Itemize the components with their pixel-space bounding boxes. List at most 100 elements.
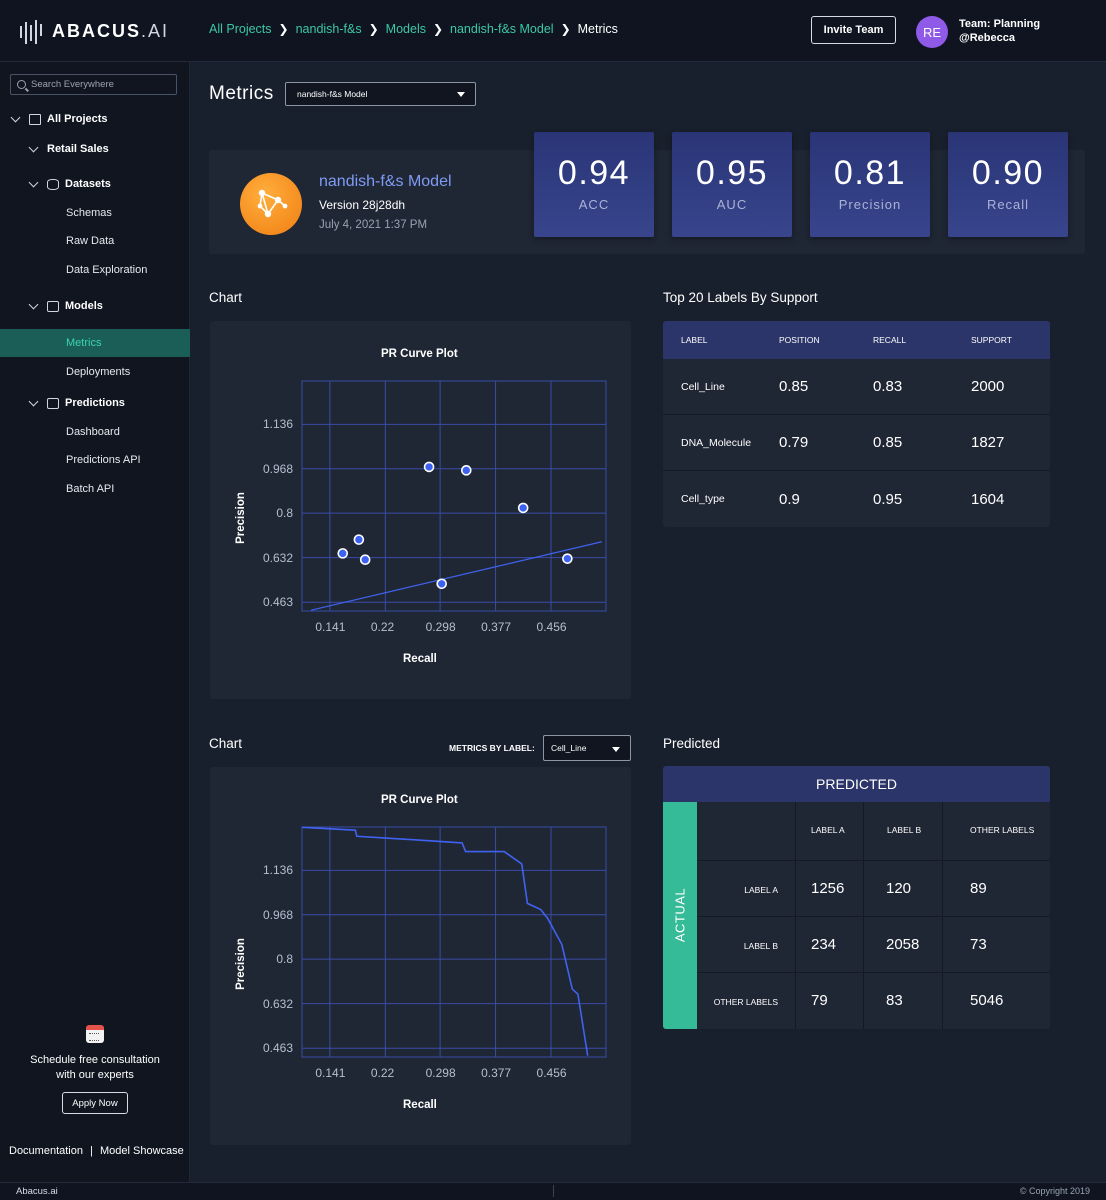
table-cell: 0.83: [873, 378, 903, 395]
sidebar-project[interactable]: Retail Sales: [28, 142, 109, 155]
metric-value: 0.95: [695, 154, 769, 192]
confusion-row-header: LABEL A: [744, 885, 778, 895]
breadcrumb-project[interactable]: nandish-f&s: [295, 22, 362, 36]
team-name: Planning: [993, 18, 1041, 30]
chart-2-title: PR Curve Plot: [381, 794, 458, 806]
metric-tile-recall: 0.90 Recall: [948, 132, 1068, 237]
confusion-grid: LABEL A LABEL B OTHER LABELS LABEL A LAB…: [697, 802, 1050, 1029]
column-header[interactable]: LABEL: [681, 335, 708, 345]
metric-value: 0.90: [971, 154, 1045, 192]
sidebar-item-schemas[interactable]: Schemas: [66, 207, 112, 219]
confusion-cell: 2058: [886, 936, 920, 953]
chart-1-xlabel: Recall: [403, 653, 437, 665]
metric-tile-precision: 0.81 Precision: [810, 132, 930, 237]
documentation-link[interactable]: Documentation: [9, 1145, 83, 1157]
x-tick-label: 0.377: [481, 1066, 512, 1080]
table-row[interactable]: Cell_type 0.9 0.95 1604: [663, 471, 1050, 527]
x-tick-label: 0.456: [536, 620, 567, 634]
confusion-cell: 5046: [970, 992, 1004, 1009]
chevron-down-icon: [28, 299, 39, 309]
sidebar-item-predictions-api[interactable]: Predictions API: [66, 454, 141, 466]
chart-2-section-title: Chart: [209, 736, 243, 751]
model-version: Version 28j28dh: [319, 198, 406, 212]
sidebar-datasets[interactable]: Datasets: [28, 177, 111, 190]
sidebar-project-label: Retail Sales: [47, 143, 109, 155]
search-box[interactable]: [10, 74, 177, 95]
table-row[interactable]: DNA_Molecule 0.79 0.85 1827: [663, 415, 1050, 471]
table-cell: 2000: [971, 378, 1005, 395]
breadcrumb-models[interactable]: Models: [385, 22, 426, 36]
table-header: LABEL POSITION RECALL SUPPORT: [663, 321, 1050, 359]
search-input[interactable]: [31, 79, 171, 90]
x-tick-label: 0.298: [425, 620, 456, 634]
grid-divider: [697, 916, 1050, 917]
x-tick-label: 0.141: [315, 1066, 346, 1080]
y-tick-label: 0.632: [262, 996, 293, 1011]
chevron-right-icon: ❯: [278, 22, 289, 36]
doc-links: Documentation | Model Showcase: [9, 1145, 184, 1157]
sidebar-item-data-exploration[interactable]: Data Exploration: [66, 264, 148, 276]
metric-tile-acc: 0.94 ACC: [534, 132, 654, 237]
confusion-cell: 120: [886, 880, 912, 897]
model-select[interactable]: nandish-f&s Model: [285, 82, 476, 106]
model-showcase-link[interactable]: Model Showcase: [99, 1145, 184, 1157]
model-name[interactable]: nandish-f&s Model: [319, 173, 452, 190]
y-tick-label: 0.632: [262, 550, 293, 565]
caret-down-icon: [457, 92, 465, 97]
folder-icon: [29, 113, 41, 125]
y-tick-label: 0.463: [262, 1041, 293, 1056]
confusion-predicted-header: PREDICTED: [663, 766, 1050, 802]
chevron-right-icon: ❯: [560, 22, 571, 36]
grid-divider: [942, 802, 943, 1029]
y-tick-label: 0.968: [262, 461, 293, 476]
model-date: July 4, 2021 1:37 PM: [319, 219, 428, 231]
sidebar-item-metrics[interactable]: Metrics: [66, 337, 102, 349]
chevron-down-icon: [28, 396, 39, 406]
page-title: Metrics: [209, 83, 274, 104]
confusion-col-header: LABEL A: [811, 825, 845, 835]
team-info[interactable]: Team: Planning @Rebecca: [959, 17, 1040, 45]
table-cell: 1827: [971, 434, 1005, 451]
confusion-actual-bar: ACTUAL: [663, 802, 697, 1029]
metric-name: AUC: [716, 197, 748, 212]
chevron-right-icon: ❯: [432, 22, 444, 36]
grid-divider: [697, 972, 1050, 973]
footer-copyright: © Copyright 2019: [1019, 1186, 1090, 1196]
column-header[interactable]: POSITION: [779, 335, 820, 345]
sidebar-predictions[interactable]: Predictions: [28, 396, 125, 409]
labels-table-section-title: Top 20 Labels By Support: [663, 290, 818, 305]
sidebar-item-deployments[interactable]: Deployments: [66, 366, 131, 378]
models-icon: [47, 300, 59, 312]
table-cell-label: DNA_Molecule: [681, 436, 752, 449]
confusion-cell: 1256: [811, 880, 845, 897]
label-select[interactable]: Cell_Line: [543, 735, 631, 761]
sidebar-models[interactable]: Models: [28, 299, 103, 312]
breadcrumb: All Projects ❯ nandish-f&s ❯ Models ❯ na…: [209, 22, 618, 36]
sidebar-all-projects[interactable]: All Projects: [10, 112, 108, 125]
table-cell-label: Cell_Line: [681, 380, 725, 393]
x-tick-label: 0.456: [536, 1066, 567, 1080]
confusion-section-title: Predicted: [663, 736, 721, 751]
sidebar-item-batch-api[interactable]: Batch API: [66, 483, 115, 495]
y-tick-label: 1.136: [262, 417, 293, 432]
column-header[interactable]: RECALL: [873, 335, 907, 345]
footer: Abacus.ai © Copyright 2019: [0, 1182, 1106, 1200]
breadcrumb-all-projects[interactable]: All Projects: [209, 22, 272, 36]
sidebar-item-raw-data[interactable]: Raw Data: [66, 235, 115, 247]
invite-team-button[interactable]: Invite Team: [811, 16, 896, 44]
promo-line-1: Schedule free consultation: [30, 1054, 160, 1066]
grid-divider: [697, 860, 1050, 861]
column-header[interactable]: SUPPORT: [971, 335, 1012, 345]
breadcrumb-model[interactable]: nandish-f&s Model: [450, 22, 554, 36]
avatar[interactable]: RE: [916, 16, 948, 48]
sidebar-item-dashboard[interactable]: Dashboard: [66, 426, 120, 438]
table-row[interactable]: Cell_Line 0.85 0.83 2000: [663, 359, 1050, 415]
abacus-logo-icon: [20, 18, 42, 44]
chevron-down-icon: [28, 142, 39, 152]
brand-logo[interactable]: ABACUS.AI: [20, 18, 169, 44]
footer-brand: Abacus.ai: [16, 1186, 58, 1197]
metrics-by-label-caption: METRICS BY LABEL:: [449, 743, 535, 753]
metric-name: ACC: [578, 197, 610, 212]
sidebar-predictions-label: Predictions: [65, 397, 125, 409]
apply-now-button[interactable]: Apply Now: [62, 1092, 128, 1114]
